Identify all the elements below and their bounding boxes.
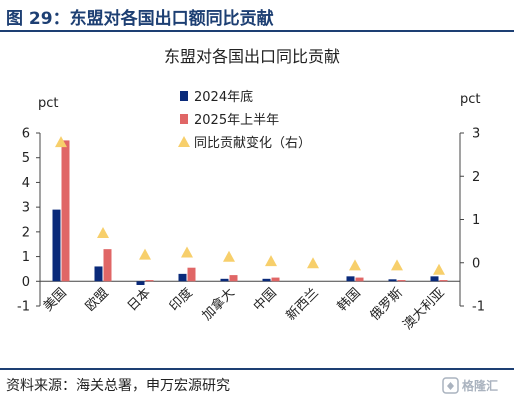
bar-2025h1	[439, 280, 448, 282]
bar-2024	[136, 281, 145, 285]
footer-divider	[0, 368, 514, 370]
bar-2024	[52, 209, 61, 282]
category-label: 日本	[125, 286, 154, 315]
bar-2024	[430, 276, 439, 282]
legend-label: 2025年上半年	[194, 113, 279, 128]
legend-swatch	[180, 114, 188, 124]
right-tick-label: 2	[472, 170, 480, 185]
change-marker	[139, 248, 151, 260]
right-tick-label: -1	[472, 300, 485, 315]
bar-2025h1	[229, 275, 238, 282]
legend-label: 2024年底	[194, 89, 253, 105]
change-marker	[55, 136, 67, 148]
bar-2024	[346, 276, 355, 282]
title-divider	[0, 30, 514, 32]
bar-2024	[94, 266, 103, 282]
category-label: 欧盟	[83, 286, 112, 315]
left-tick-label: 1	[22, 250, 30, 265]
legend-swatch	[178, 136, 190, 147]
bar-2025h1	[187, 267, 196, 282]
category-label: 中国	[251, 286, 280, 315]
bar-2025h1	[61, 140, 70, 282]
change-marker	[97, 226, 109, 238]
right-tick-label: 1	[472, 213, 480, 228]
gelonghui-logo: 格隆汇	[442, 377, 498, 394]
legend-swatch	[180, 91, 188, 101]
left-tick-label: 4	[22, 176, 30, 191]
change-marker	[391, 259, 403, 271]
source-note: 资料来源：海关总署，申万宏源研究	[6, 378, 230, 394]
figure-title: 图 29：东盟对各国出口额同比贡献	[6, 9, 274, 29]
category-label: 加拿大	[199, 285, 238, 324]
bar-2024	[388, 279, 397, 282]
left-tick-label: 3	[22, 201, 30, 216]
left-tick-label: -1	[17, 300, 30, 315]
change-marker	[181, 246, 193, 258]
bar-2025h1	[103, 249, 112, 282]
bar-2025h1	[145, 280, 154, 282]
chart: 东盟对各国出口同比贡献 pct pct 2024年底 2025年上半年同比贡献变化…	[17, 47, 485, 333]
category-label: 印度	[166, 285, 196, 315]
left-tick-label: 2	[22, 225, 30, 240]
bars	[52, 140, 448, 285]
left-tick-label: 6	[22, 127, 30, 142]
axes: -1 0 1 2 3 4 5 6 -1 0 1 2 3	[17, 127, 485, 315]
left-axis-unit: pct	[38, 96, 59, 111]
change-marker	[307, 257, 319, 269]
change-marker	[265, 255, 277, 267]
change-marker	[349, 259, 361, 271]
bar-2024	[178, 273, 187, 282]
change-markers	[55, 136, 445, 275]
change-marker	[223, 250, 235, 262]
bar-2025h1	[397, 280, 406, 282]
bar-2024	[262, 278, 271, 282]
legend-label: 同比贡献变化（右）	[194, 135, 311, 151]
logo-text: 格隆汇	[462, 378, 498, 393]
bar-2024	[220, 278, 229, 282]
change-marker	[433, 263, 445, 275]
category-label: 澳大利亚	[400, 285, 448, 333]
chart-title: 东盟对各国出口同比贡献	[164, 47, 340, 66]
category-label: 新西兰	[283, 285, 322, 324]
left-tick-label: 5	[22, 151, 30, 166]
bar-2025h1	[271, 277, 280, 282]
left-tick-label: 0	[22, 275, 30, 290]
right-tick-label: 3	[472, 127, 480, 142]
category-label: 俄罗斯	[368, 286, 406, 324]
category-label: 美国	[41, 286, 70, 315]
right-axis-unit: pct	[460, 92, 481, 107]
category-label: 韩国	[335, 286, 364, 315]
right-tick-label: 0	[472, 256, 480, 271]
bar-2025h1	[355, 277, 364, 282]
